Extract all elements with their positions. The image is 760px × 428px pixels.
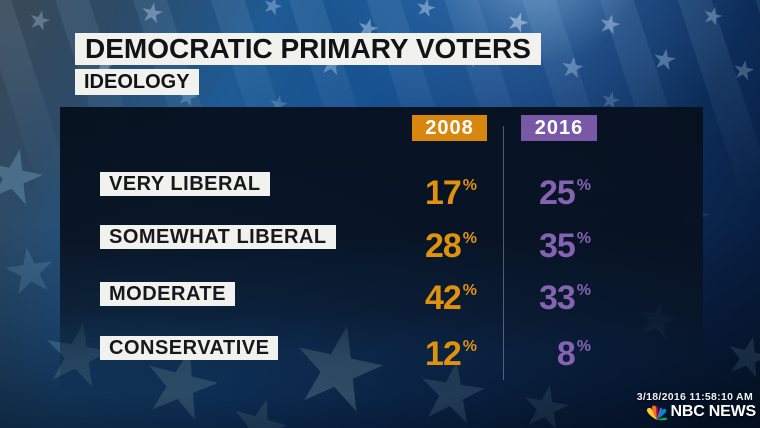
percent-sign: % [576,177,591,194]
value-2008-moderate: 42% [340,273,477,316]
value-number: 17 [424,174,462,212]
value-2008-very-liberal: 17% [340,168,477,211]
value-number: 8 [556,335,576,373]
column-divider [503,126,504,380]
timestamp: 3/18/2016 11:58:10 AM [636,391,753,403]
nbc-news-wordmark: NBC NEWS [670,403,756,420]
value-2016-somewhat-liberal: 35% [510,221,591,264]
page-title: DEMOCRATIC PRIMARY VOTERS [75,33,541,65]
percent-sign: % [462,338,477,355]
value-2008-conservative: 12% [340,329,477,372]
value-2016-moderate: 33% [510,273,591,316]
percent-sign: % [462,177,477,194]
value-number: 28 [424,227,462,265]
percent-sign: % [576,282,591,299]
value-number: 42 [424,279,462,317]
row-label-very-liberal: VERY LIBERAL [100,172,270,196]
column-header-2008: 2008 [412,115,487,141]
row-label-somewhat-liberal: SOMEWHAT LIBERAL [100,225,336,249]
value-number: 33 [538,279,576,317]
value-number: 12 [424,335,462,373]
value-2008-somewhat-liberal: 28% [340,221,477,264]
row-label-conservative: CONSERVATIVE [100,336,279,360]
page-subtitle: IDEOLOGY [75,69,199,95]
percent-sign: % [462,230,477,247]
percent-sign: % [576,230,591,247]
star-icon: ★ [717,320,760,393]
value-number: 35 [538,227,576,265]
star-icon: ★ [0,230,63,311]
nbc-peacock-icon [647,404,668,420]
row-label-moderate: MODERATE [100,282,235,306]
value-number: 25 [538,174,576,212]
percent-sign: % [576,338,591,355]
nbc-news-logo: NBC NEWS [646,403,756,421]
value-2016-conservative: 8% [510,329,591,372]
column-header-2016: 2016 [521,115,597,141]
percent-sign: % [462,282,477,299]
value-2016-very-liberal: 25% [510,168,591,211]
